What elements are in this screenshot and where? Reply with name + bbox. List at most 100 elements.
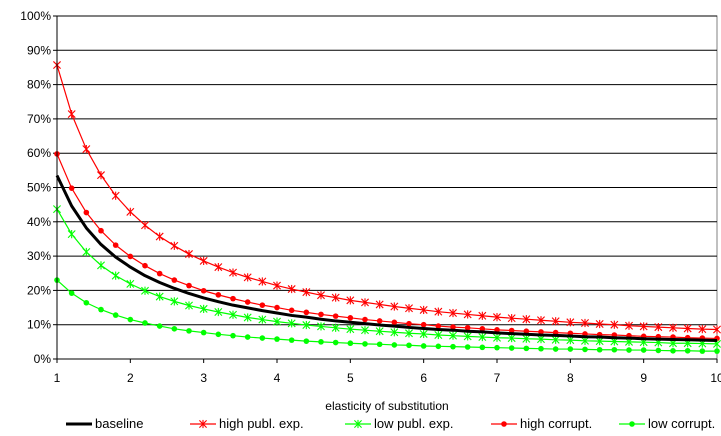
data-point (435, 343, 442, 350)
data-point (229, 268, 237, 277)
data-point (639, 322, 648, 331)
data-point (611, 346, 618, 353)
x-tick-label: 6 (420, 371, 427, 385)
data-point (391, 319, 398, 326)
data-point (170, 297, 179, 306)
data-point (171, 326, 178, 332)
data-point (714, 348, 720, 354)
data-point (420, 343, 427, 349)
legend: baseline high publ. exp. low publ. exp. hig… (66, 416, 715, 431)
data-point (331, 293, 340, 302)
data-point (199, 256, 208, 266)
data-point (274, 336, 280, 342)
data-point (156, 323, 163, 329)
data-point (186, 328, 192, 334)
data-point (507, 333, 516, 343)
data-point (507, 314, 516, 323)
data-point (302, 288, 311, 297)
data-point (494, 344, 500, 351)
legend-item: high publ. exp. (190, 416, 304, 431)
data-point (186, 282, 192, 289)
series-line (56, 208, 718, 345)
data-point (478, 311, 487, 320)
data-point (552, 346, 559, 352)
series-line (56, 153, 718, 340)
data-point (68, 185, 75, 191)
data-point (68, 290, 75, 296)
data-point (449, 331, 457, 340)
x-tick-label: 2 (127, 371, 134, 385)
data-point (478, 332, 487, 342)
data-point (155, 232, 164, 241)
data-point (551, 335, 560, 344)
data-point (97, 171, 105, 180)
data-point (98, 306, 104, 313)
data-point (419, 329, 428, 339)
legend-label: baseline (95, 416, 143, 431)
data-point (390, 302, 399, 311)
y-tick-label: 80% (27, 78, 51, 92)
data-point (185, 301, 193, 310)
data-point (362, 316, 368, 323)
data-point (83, 209, 90, 216)
x-tick-label: 8 (567, 371, 574, 385)
data-point (346, 296, 355, 305)
data-point (523, 328, 530, 335)
data-point (626, 347, 632, 353)
legend-label: low corrupt. (648, 416, 715, 431)
data-point (493, 333, 501, 342)
data-point (508, 345, 515, 351)
data-point (303, 309, 310, 316)
data-point (111, 191, 120, 200)
data-point (244, 334, 251, 340)
y-tick-label: 40% (27, 215, 51, 229)
data-point (405, 329, 413, 338)
data-point (522, 334, 531, 343)
data-point (302, 320, 311, 330)
data-point (83, 299, 90, 306)
data-point (200, 287, 207, 294)
data-point (214, 307, 223, 317)
data-point (346, 325, 355, 334)
data-point (537, 316, 545, 325)
data-point (654, 323, 663, 332)
data-point (244, 299, 251, 305)
data-point (331, 323, 340, 332)
y-tick-label: 0% (34, 352, 52, 366)
data-point (391, 342, 398, 348)
data-point (215, 331, 222, 338)
data-point (243, 313, 252, 322)
data-point (200, 329, 207, 336)
data-point (67, 109, 76, 119)
data-point (354, 419, 362, 429)
data-point (551, 317, 560, 326)
data-point (332, 339, 339, 346)
data-point (112, 312, 119, 318)
series-line (56, 279, 717, 352)
data-point (361, 298, 369, 307)
y-tick-label: 50% (27, 181, 51, 195)
data-point (155, 292, 164, 301)
x-tick-label: 9 (640, 371, 647, 385)
data-point (362, 341, 368, 347)
data-point (376, 318, 383, 324)
data-point (669, 323, 677, 332)
y-tick-label: 70% (27, 112, 51, 126)
data-point (449, 308, 457, 318)
legend-item: low publ. exp. (345, 416, 454, 431)
legend-label: high corrupt. (520, 416, 592, 431)
data-point (670, 347, 676, 354)
data-point (566, 318, 575, 327)
data-point (112, 242, 119, 248)
data-point (347, 315, 354, 321)
data-point (640, 347, 647, 353)
data-point (141, 221, 149, 230)
data-point (501, 421, 507, 427)
data-point (303, 338, 310, 344)
data-point (287, 284, 296, 294)
x-axis-ticks: 1 2 3 4 5 6 7 8 9 10 (54, 359, 721, 385)
data-point (243, 273, 252, 282)
data-point (318, 339, 324, 345)
legend-item: high corrupt. (491, 416, 592, 431)
